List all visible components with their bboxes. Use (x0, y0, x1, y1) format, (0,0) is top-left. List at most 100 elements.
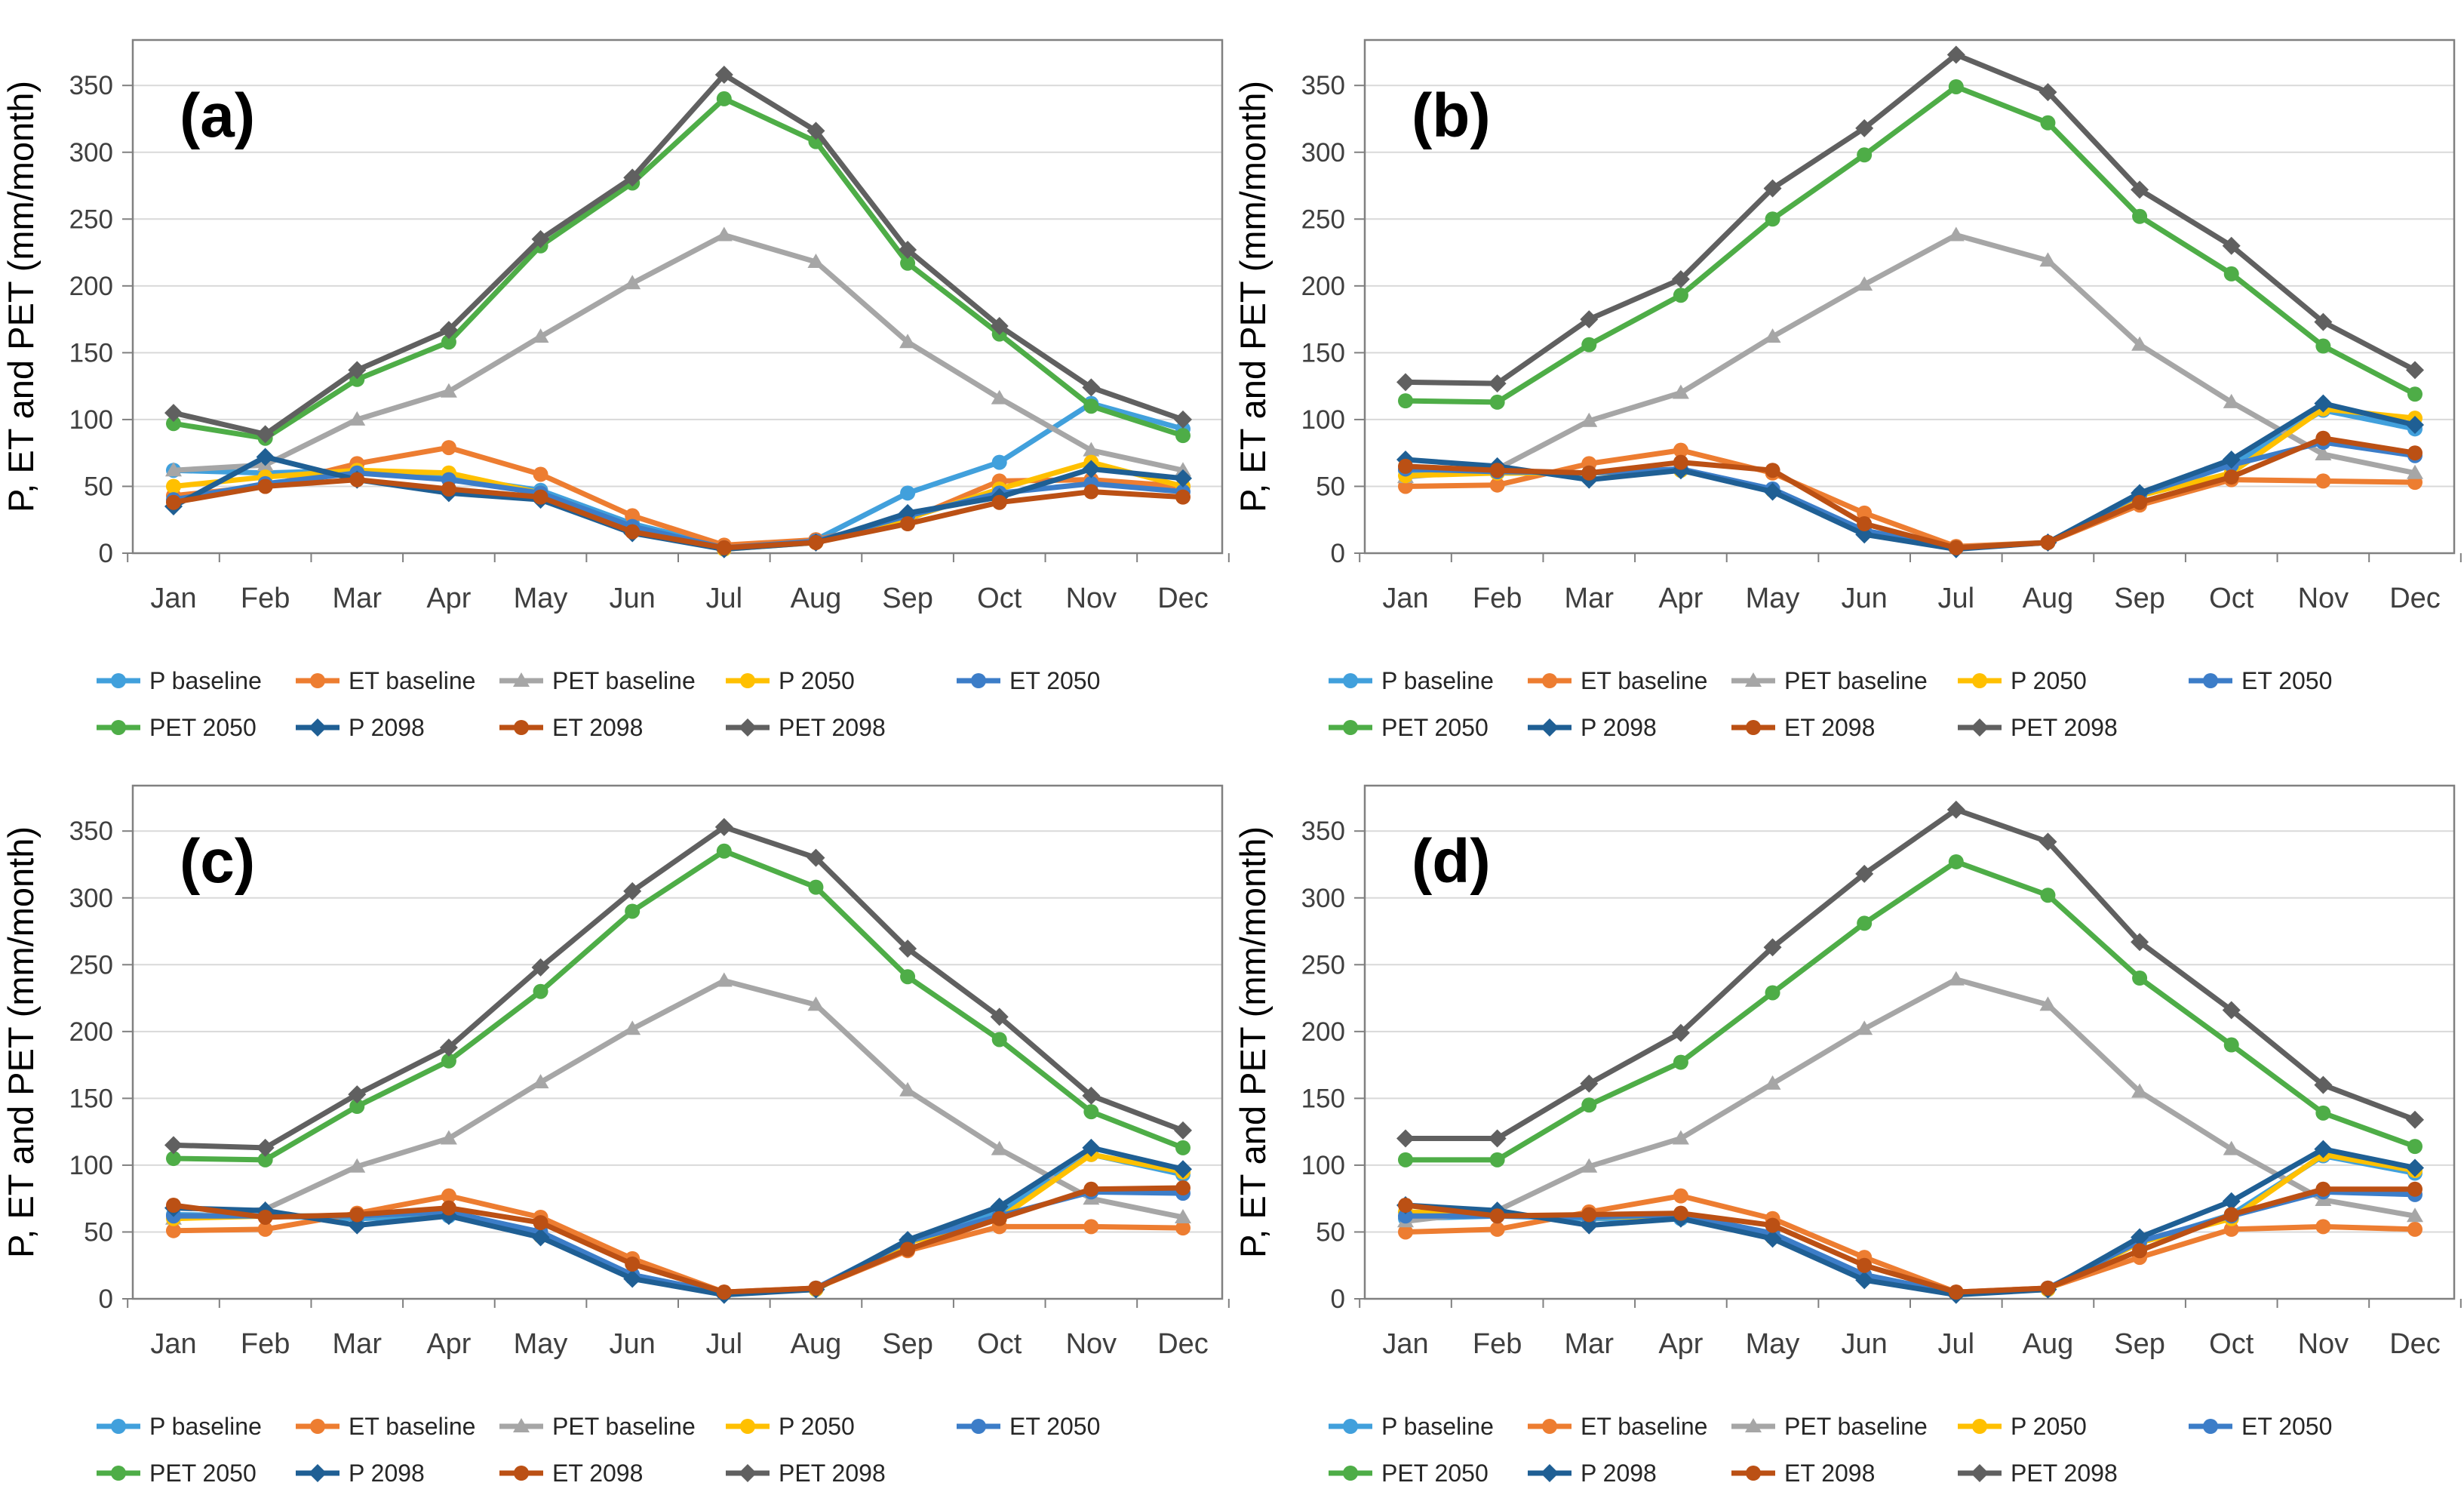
legend-item: PET 2050 (1329, 714, 1489, 741)
series-marker (1489, 477, 1505, 493)
legend-label: PET 2050 (149, 1460, 257, 1487)
legend-marker (739, 1464, 757, 1482)
x-tick-label: May (1746, 583, 1800, 614)
series-marker (1672, 384, 1689, 399)
series-marker (348, 1216, 367, 1235)
series-marker (1580, 310, 1599, 329)
x-tick-label: Aug (2023, 583, 2074, 614)
y-tick-label: 150 (1301, 338, 1345, 368)
series-marker (1083, 484, 1099, 500)
series-marker (1489, 1208, 1505, 1224)
legend-marker (740, 1419, 755, 1434)
series-marker (2315, 473, 2331, 489)
series-marker (1580, 1074, 1599, 1093)
y-tick-label: 350 (1301, 817, 1345, 846)
x-tick-label: Oct (977, 583, 1022, 614)
series-marker (625, 524, 641, 540)
series-marker (348, 361, 367, 380)
series-marker (808, 1280, 824, 1296)
series-marker (1581, 412, 1598, 427)
legend-label: P 2098 (349, 714, 425, 741)
series-marker (1398, 1198, 1413, 1214)
legend-item: ET 2098 (1731, 1460, 1875, 1487)
series-marker (716, 1284, 732, 1300)
legend-item: PET baseline (499, 1413, 696, 1440)
series-marker (807, 253, 825, 268)
legend-label: PET 2098 (2011, 1460, 2118, 1487)
series-marker (441, 334, 456, 350)
series-marker (533, 1215, 548, 1231)
series-marker (1765, 463, 1780, 478)
y-axis-title: P, ET and PET (mm/month) (1233, 81, 1273, 512)
legend-marker (1343, 1466, 1358, 1481)
legend-label: ET 2098 (1784, 1460, 1875, 1487)
series-marker (900, 485, 916, 501)
legend-marker (1971, 718, 1989, 737)
x-tick-label: Dec (1157, 1328, 1209, 1360)
series-pet-baseline (165, 972, 1191, 1225)
chart-panel-a: 0 50 100 150 200 250 300 350 Jan Feb Mar Apr May Jun J… (0, 0, 1232, 746)
series-marker (1398, 393, 1413, 409)
series-marker (166, 478, 181, 494)
series-marker (1673, 1205, 1688, 1221)
legend-item: ET baseline (1528, 667, 1707, 694)
series-marker (716, 91, 732, 106)
y-tick-label: 100 (69, 1151, 113, 1180)
x-tick-label: Aug (791, 1328, 842, 1360)
series-marker (349, 1207, 365, 1223)
series-marker (2040, 115, 2056, 131)
legend-marker (111, 720, 126, 735)
series-marker (2131, 1228, 2149, 1247)
series-marker (1581, 1158, 1598, 1173)
series-marker (2131, 1083, 2149, 1098)
legend-item: P 2050 (726, 1413, 855, 1440)
series-marker (625, 508, 641, 524)
series-marker (1396, 1129, 1415, 1148)
legend-label: ET baseline (349, 1413, 475, 1440)
series-marker (2039, 252, 2057, 267)
series-marker (808, 534, 824, 550)
series-line (1403, 232, 2418, 480)
legend-item: PET baseline (499, 667, 696, 694)
legend-item: P baseline (1329, 1413, 1494, 1440)
series-marker (714, 817, 733, 836)
series-marker (2222, 236, 2241, 255)
legend-item: ET 2050 (957, 1413, 1100, 1440)
series-marker (2131, 180, 2149, 199)
series-pet-2098 (164, 817, 1192, 1157)
series-et-2098 (1398, 430, 2423, 555)
series-marker (2040, 888, 2056, 903)
legend-label: P 2050 (2011, 667, 2087, 694)
legend-label: P baseline (1381, 667, 1494, 694)
series-marker (2406, 361, 2424, 380)
legend-label: PET 2050 (1381, 1460, 1489, 1487)
series-marker (899, 503, 917, 522)
y-tick-label: 250 (1301, 950, 1345, 980)
series-marker (807, 996, 825, 1011)
y-tick-label: 150 (69, 1084, 113, 1113)
x-tick-label: Mar (333, 1328, 383, 1360)
series-marker (2223, 393, 2240, 408)
series-marker (441, 1188, 456, 1204)
series-marker (441, 440, 456, 456)
series-marker (990, 1007, 1009, 1026)
y-tick-label: 250 (69, 950, 113, 980)
series-marker (1175, 1220, 1191, 1236)
series-marker (256, 425, 275, 444)
y-tick-label: 50 (1316, 472, 1345, 501)
series-marker (2222, 1192, 2241, 1211)
legend-marker (1343, 673, 1358, 688)
series-marker (900, 255, 916, 271)
y-tick-label: 0 (99, 539, 113, 568)
x-tick-label: Apr (1658, 1328, 1703, 1360)
series-marker (1398, 1152, 1413, 1167)
series-marker (1082, 1086, 1101, 1105)
series-marker (1673, 1054, 1688, 1070)
series-marker (166, 1223, 181, 1238)
legend-label: PET baseline (552, 667, 696, 694)
legend-marker (2203, 673, 2218, 688)
legend-item: P 2098 (1528, 1460, 1657, 1487)
legend-marker (740, 673, 755, 688)
series-marker (2315, 338, 2331, 354)
series-marker (900, 516, 916, 532)
